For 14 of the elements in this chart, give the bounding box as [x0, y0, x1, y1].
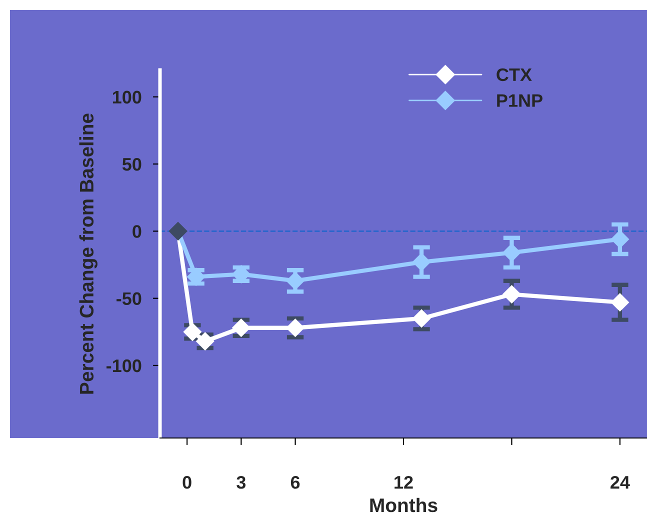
y-axis-title: Percent Change from Baseline	[79, 114, 98, 394]
x-axis-title: Months	[370, 498, 438, 512]
x-tick-label: 24	[610, 476, 630, 489]
y-tick-label: -100	[106, 359, 142, 372]
legend-label: CTX	[496, 68, 532, 82]
x-tick-label: 6	[290, 476, 300, 489]
y-tick-label: 0	[132, 225, 142, 238]
y-tick-label: 50	[122, 158, 142, 171]
y-tick-label: -50	[116, 292, 142, 306]
x-tick-label: 3	[236, 476, 246, 489]
y-tick-label: 100	[112, 90, 142, 104]
x-tick-label: 12	[394, 476, 413, 489]
x-tick-label: 0	[182, 476, 192, 489]
legend-label: P1NP	[497, 94, 542, 107]
